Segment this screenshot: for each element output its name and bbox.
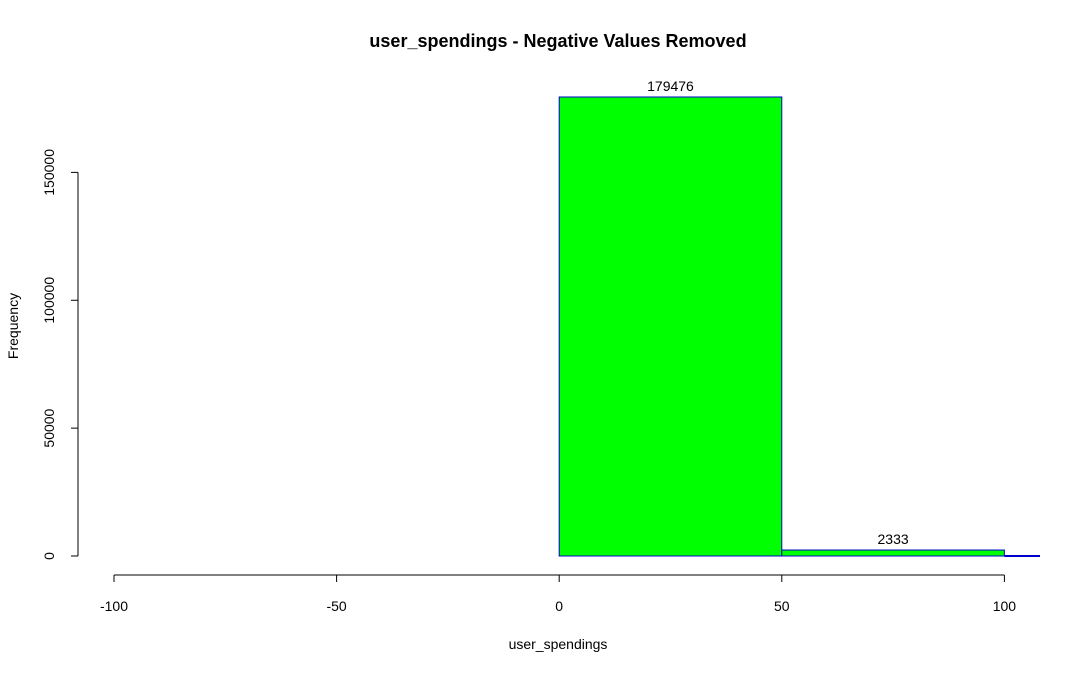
bar-labels-group: 179476 2333: [647, 78, 909, 547]
bar-label-1: 2333: [878, 531, 909, 547]
x-tick-label: -50: [326, 598, 346, 614]
y-axis: 0 50000 100000 150000: [41, 149, 79, 560]
y-tick-label: 50000: [41, 408, 57, 447]
x-axis-label: user_spendings: [509, 636, 608, 652]
y-axis-label: Frequency: [5, 293, 21, 359]
x-tick-label: 0: [555, 598, 563, 614]
bars-group: [558, 96, 1040, 557]
x-tick-label: -100: [100, 598, 128, 614]
y-tick-label: 150000: [41, 149, 57, 196]
x-axis: -100 -50 0 50 100: [100, 574, 1017, 614]
x-tick-label: 50: [774, 598, 790, 614]
histogram-bar-0: [558, 96, 783, 557]
chart-title: user_spendings - Negative Values Removed: [369, 31, 746, 51]
bar-label-0: 179476: [647, 78, 694, 94]
x-tick-label: 100: [993, 598, 1017, 614]
y-tick-label: 0: [41, 552, 57, 560]
y-tick-label: 100000: [41, 277, 57, 324]
histogram-bar-1: [781, 549, 1005, 557]
